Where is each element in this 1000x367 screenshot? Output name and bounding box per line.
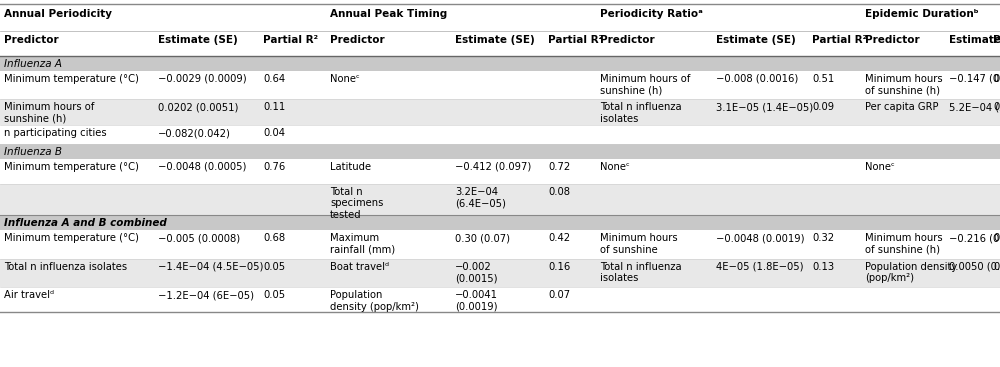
Text: Minimum temperature (°C): Minimum temperature (°C) — [4, 233, 139, 243]
Text: Population density
(pop/km²): Population density (pop/km²) — [865, 262, 957, 283]
Text: Latitude: Latitude — [330, 162, 371, 172]
Text: 3.2E−04
(6.4E−05): 3.2E−04 (6.4E−05) — [455, 187, 506, 208]
Text: 0.0202 (0.0051): 0.0202 (0.0051) — [158, 102, 238, 112]
Bar — [0, 159, 1000, 184]
Text: Noneᶜ: Noneᶜ — [600, 162, 630, 172]
Text: 0.04: 0.04 — [263, 128, 285, 138]
Text: Epidemic Durationᵇ: Epidemic Durationᵇ — [865, 9, 979, 19]
Text: 0.42: 0.42 — [548, 233, 570, 243]
Text: −1.2E−04 (6E−05): −1.2E−04 (6E−05) — [158, 290, 254, 300]
Text: 0.16: 0.16 — [548, 262, 570, 272]
Text: Estimate (SE): Estimate (SE) — [158, 35, 238, 45]
Text: −0.082(0.042): −0.082(0.042) — [158, 128, 231, 138]
Text: Influenza A: Influenza A — [4, 59, 62, 69]
Text: 0.05: 0.05 — [263, 290, 285, 300]
Text: Minimum hours
of sunshine: Minimum hours of sunshine — [600, 233, 678, 255]
Text: Total n influenza
isolates: Total n influenza isolates — [600, 262, 682, 283]
Text: 0.09: 0.09 — [812, 102, 834, 112]
Text: −1.4E−04 (4.5E−05): −1.4E−04 (4.5E−05) — [158, 262, 263, 272]
Text: Predictor: Predictor — [600, 35, 655, 45]
Text: 0.29: 0.29 — [993, 74, 1000, 84]
Bar — [0, 230, 1000, 259]
Bar — [0, 71, 1000, 99]
Text: −0.005 (0.0008): −0.005 (0.0008) — [158, 233, 240, 243]
Text: Maximum
rainfall (mm): Maximum rainfall (mm) — [330, 233, 395, 255]
Text: −0.0041
(0.0019): −0.0041 (0.0019) — [455, 290, 498, 312]
Bar — [0, 99, 1000, 125]
Text: 0.11: 0.11 — [263, 102, 285, 112]
Text: 0.13: 0.13 — [812, 262, 834, 272]
Text: Predictor: Predictor — [865, 35, 920, 45]
Text: Annual Peak Timing: Annual Peak Timing — [330, 9, 447, 19]
Bar — [0, 125, 1000, 144]
Text: Total n
specimens
tested: Total n specimens tested — [330, 187, 383, 220]
Text: 5.2E−04 (2.5E−04): 5.2E−04 (2.5E−04) — [949, 102, 1000, 112]
Text: Population
density (pop/km²): Population density (pop/km²) — [330, 290, 419, 312]
Text: 0.68: 0.68 — [263, 233, 285, 243]
Bar — [0, 287, 1000, 312]
Text: 3.1E−05 (1.4E−05): 3.1E−05 (1.4E−05) — [716, 102, 813, 112]
Text: −0.216 (0.061): −0.216 (0.061) — [949, 233, 1000, 243]
Text: Minimum hours
of sunshine (h): Minimum hours of sunshine (h) — [865, 74, 943, 95]
Text: n participating cities: n participating cities — [4, 128, 107, 138]
Text: −0.008 (0.0016): −0.008 (0.0016) — [716, 74, 798, 84]
Text: −0.002
(0.0015): −0.002 (0.0015) — [455, 262, 498, 283]
Bar — [0, 215, 1000, 230]
Text: 0.72: 0.72 — [548, 162, 570, 172]
Text: Periodicity Ratioᵃ: Periodicity Ratioᵃ — [600, 9, 703, 19]
Text: Total n influenza isolates: Total n influenza isolates — [4, 262, 127, 272]
Text: −0.0048 (0.0019): −0.0048 (0.0019) — [716, 233, 804, 243]
Text: Minimum temperature (°C): Minimum temperature (°C) — [4, 162, 139, 172]
Text: 0.64: 0.64 — [263, 74, 285, 84]
Text: Predictor: Predictor — [330, 35, 385, 45]
Bar — [0, 4, 1000, 31]
Text: Minimum hours of
sunshine (h): Minimum hours of sunshine (h) — [600, 74, 690, 95]
Text: Partial R²: Partial R² — [263, 35, 318, 45]
Text: 0.51: 0.51 — [812, 74, 834, 84]
Text: 4E−05 (1.8E−05): 4E−05 (1.8E−05) — [716, 262, 804, 272]
Text: 0.12: 0.12 — [993, 262, 1000, 272]
Text: Per capita GRP: Per capita GRP — [865, 102, 938, 112]
Text: Estimate (SE): Estimate (SE) — [455, 35, 535, 45]
Text: Estimate (SE): Estimate (SE) — [949, 35, 1000, 45]
Text: −0.412 (0.097): −0.412 (0.097) — [455, 162, 531, 172]
Text: −0.0029 (0.0009): −0.0029 (0.0009) — [158, 74, 247, 84]
Bar — [0, 259, 1000, 287]
Text: −0.147 (0.038): −0.147 (0.038) — [949, 74, 1000, 84]
Text: Influenza A and B combined: Influenza A and B combined — [4, 218, 167, 228]
Text: 0.32: 0.32 — [812, 233, 834, 243]
Text: Air travelᵈ: Air travelᵈ — [4, 290, 54, 300]
Text: 0.05: 0.05 — [263, 262, 285, 272]
Bar — [0, 144, 1000, 159]
Bar — [0, 31, 1000, 56]
Text: Minimum temperature (°C): Minimum temperature (°C) — [4, 74, 139, 84]
Text: 0.11: 0.11 — [993, 102, 1000, 112]
Bar — [0, 56, 1000, 71]
Text: Minimum hours of
sunshine (h): Minimum hours of sunshine (h) — [4, 102, 94, 124]
Text: Partial R²: Partial R² — [993, 35, 1000, 45]
Text: Minimum hours
of sunshine (h): Minimum hours of sunshine (h) — [865, 233, 943, 255]
Text: Noneᶜ: Noneᶜ — [330, 74, 360, 84]
Text: 0.08: 0.08 — [548, 187, 570, 197]
Text: Predictor: Predictor — [4, 35, 59, 45]
Text: Influenza B: Influenza B — [4, 147, 62, 157]
Text: 0.30 (0.07): 0.30 (0.07) — [455, 233, 510, 243]
Text: 0.76: 0.76 — [263, 162, 285, 172]
Text: Partial R²: Partial R² — [812, 35, 867, 45]
Text: 0.0050 (0.0019): 0.0050 (0.0019) — [949, 262, 1000, 272]
Text: 0.37: 0.37 — [993, 233, 1000, 243]
Text: Partial R²: Partial R² — [548, 35, 603, 45]
Text: Noneᶜ: Noneᶜ — [865, 162, 895, 172]
Text: Total n influenza
isolates: Total n influenza isolates — [600, 102, 682, 124]
Text: Boat travelᵈ: Boat travelᵈ — [330, 262, 389, 272]
Text: −0.0048 (0.0005): −0.0048 (0.0005) — [158, 162, 246, 172]
Bar — [0, 184, 1000, 215]
Text: Annual Periodicity: Annual Periodicity — [4, 9, 112, 19]
Text: Estimate (SE): Estimate (SE) — [716, 35, 796, 45]
Text: 0.07: 0.07 — [548, 290, 570, 300]
